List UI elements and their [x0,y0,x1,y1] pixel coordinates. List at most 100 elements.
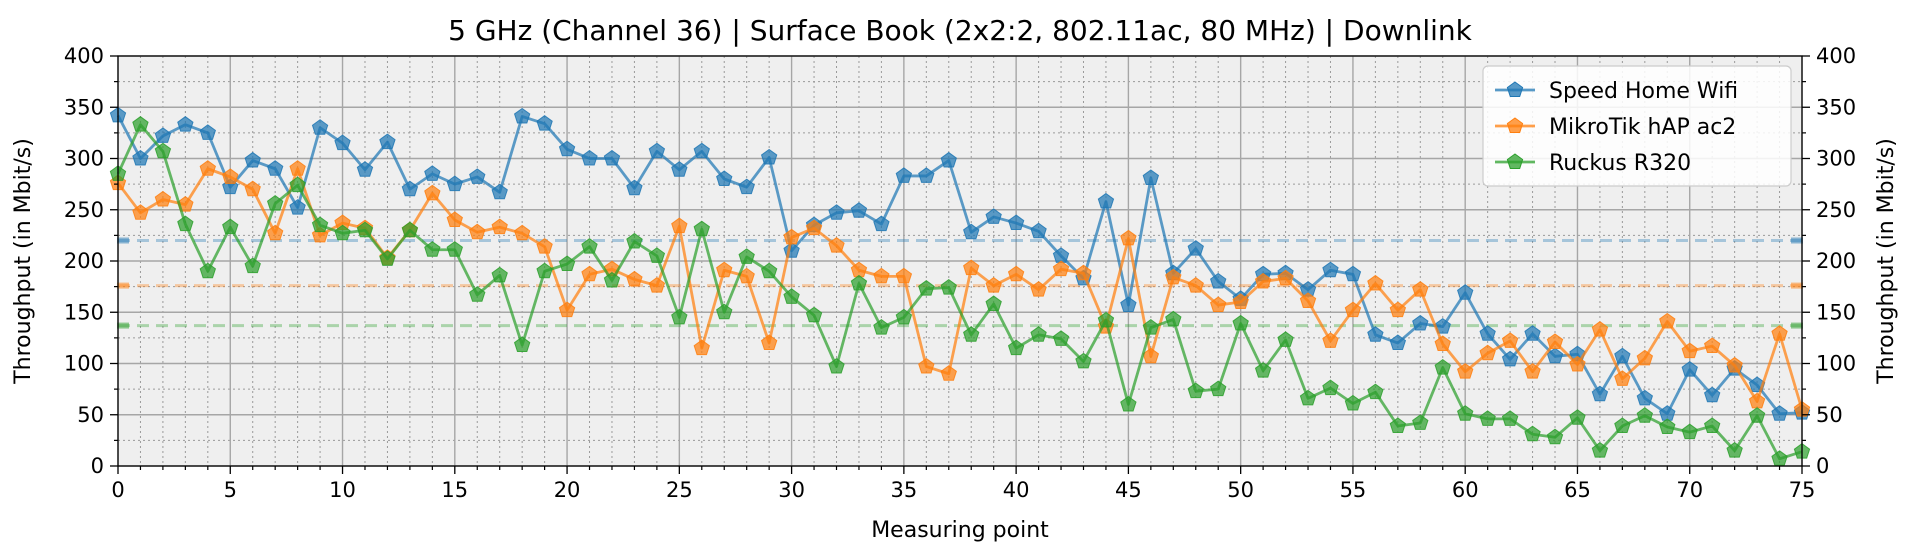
series-line [116,123,1803,461]
legend-marker [1506,153,1524,169]
data-point [1232,293,1249,309]
data-point [311,119,329,135]
data-point [1277,269,1294,286]
data-point [985,208,1002,224]
data-point [1703,337,1721,354]
data-point [491,183,508,200]
data-point [244,151,261,168]
data-point [738,248,755,264]
data-point [1681,342,1698,359]
data-point [1614,417,1631,433]
data-point [985,276,1002,293]
data-point [805,219,823,236]
mean-line-cap [1791,282,1803,289]
data-point [334,134,351,151]
data-point [469,168,486,184]
data-point [1030,281,1047,297]
data-point [850,274,868,291]
y-axis-label-right: Throughput (in Mbit/s) [1874,138,1899,385]
data-point [1524,363,1541,379]
data-point [626,179,643,196]
data-point [334,224,351,241]
data-point [828,204,845,220]
data-point [132,204,149,220]
data-point [1165,310,1182,327]
data-point [963,223,980,240]
data-point [1591,321,1609,337]
data-point [222,218,239,235]
legend-box [1482,65,1792,187]
data-point [1748,407,1766,423]
data-point [828,237,845,253]
mean-line-cap [1791,322,1803,329]
data-point [1501,332,1519,348]
data-point [424,165,441,181]
x-tick-label: 20 [554,478,581,502]
data-point [671,308,688,325]
data-point [1389,334,1407,350]
data-point [1344,301,1362,318]
data-point [1636,349,1654,366]
data-point [1120,296,1137,313]
data-point [266,160,284,176]
data-point [963,326,980,342]
data-point [648,247,666,263]
data-point [581,149,598,166]
data-point [1501,410,1519,426]
data-point [244,257,261,274]
data-point [1142,319,1160,335]
legend-marker [1506,117,1524,133]
data-point [132,116,149,132]
data-point [895,267,913,284]
data-point [581,238,598,254]
x-tick-label: 70 [1676,478,1703,502]
data-point [1007,214,1025,231]
data-point [1703,417,1721,433]
data-point [1569,355,1586,372]
data-point [1614,370,1631,386]
data-point [828,357,845,374]
data-point [1659,312,1676,329]
data-point [1322,261,1339,278]
data-point [963,259,980,276]
y-tick-label: 150 [64,300,104,324]
data-point [1322,332,1339,348]
data-point [1591,385,1609,402]
legend-label: MikroTik hAP ac2 [1549,115,1736,140]
data-point [1165,268,1182,285]
data-point [1299,292,1317,308]
data-point [693,142,710,159]
x-tick-label: 10 [329,478,356,502]
data-point [1142,169,1160,185]
data-point [1232,314,1249,331]
x-tick-label: 50 [1227,478,1254,502]
data-point [603,149,621,166]
data-point [513,107,531,124]
data-point [716,170,733,186]
data-point [446,241,463,257]
data-point [199,124,217,140]
data-point [1524,325,1541,341]
data-point [1075,352,1092,369]
data-point [266,224,284,241]
data-point [1210,296,1227,313]
data-point [1007,265,1025,282]
data-point [1546,428,1564,445]
legend-item: Ruckus R320 [1495,151,1691,176]
y-tick-label: 400 [64,44,104,68]
data-point [783,228,800,245]
data-point [648,142,666,159]
y-tick-label-right: 50 [1816,403,1843,427]
data-point [469,286,486,302]
y-tick-label: 200 [64,249,104,273]
data-point [401,221,419,238]
data-point [558,255,576,272]
data-point [1524,425,1541,442]
data-point [760,334,778,350]
data-point [491,218,508,235]
data-point [716,261,733,278]
data-point [985,295,1002,312]
y-tick-label: 350 [64,95,104,119]
legend: Speed Home Wifi MikroTik hAP ac2 Ruckus R3… [1482,65,1792,187]
